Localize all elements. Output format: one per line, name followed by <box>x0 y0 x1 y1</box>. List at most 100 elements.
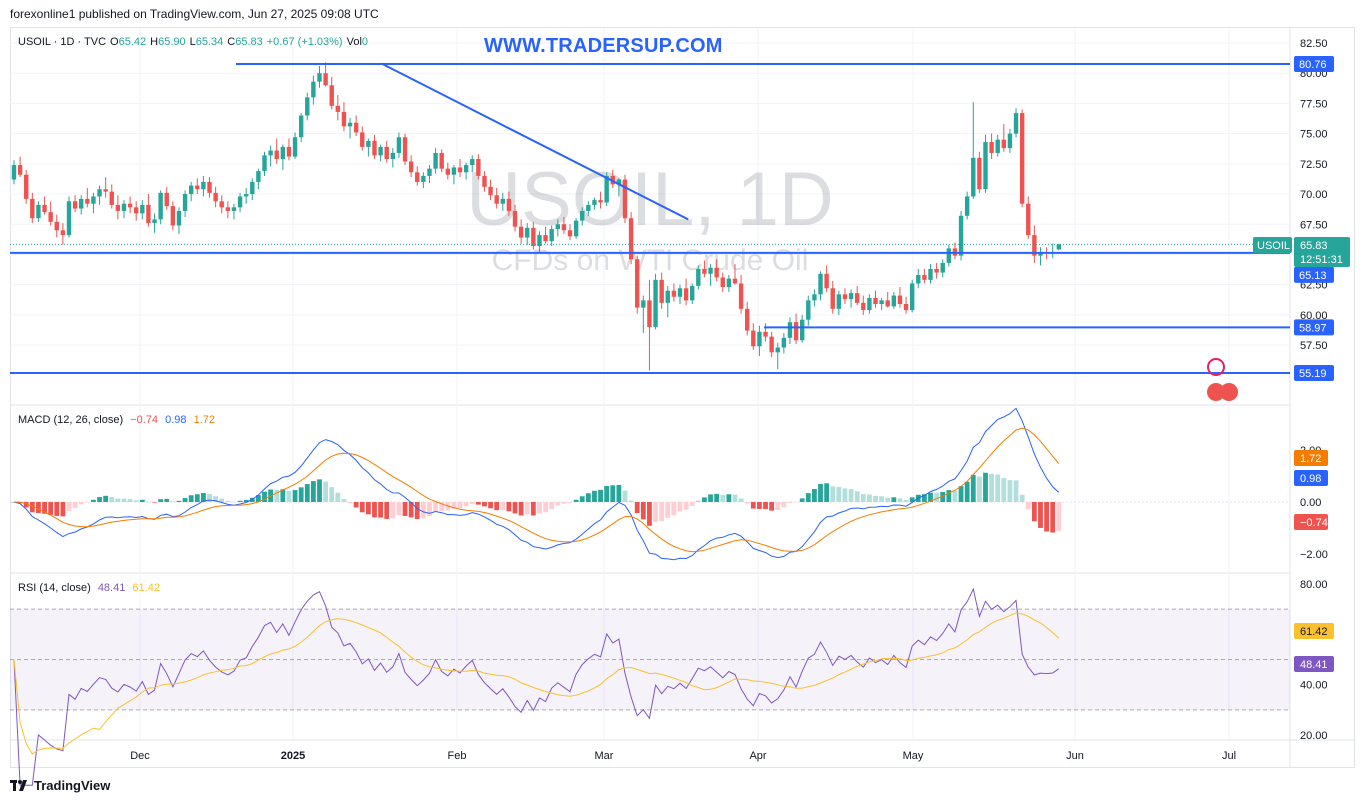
candle-body <box>243 194 249 197</box>
candle-body <box>622 179 628 219</box>
candle-body <box>36 204 41 219</box>
macd-histogram-bar <box>23 502 29 508</box>
candle-body <box>457 167 463 173</box>
countdown-tag: 12:51:31 <box>1300 254 1343 266</box>
candle-body <box>164 192 169 207</box>
macd-histogram-bar <box>188 495 194 502</box>
macd-title: MACD (12, 26, close) <box>18 414 124 426</box>
candle-body <box>848 293 854 300</box>
candle-body <box>366 140 371 147</box>
macd-histogram-bar <box>665 502 671 518</box>
candle-body <box>427 168 432 176</box>
candle-body <box>635 259 640 308</box>
candle-body <box>830 288 835 309</box>
macd-value: 0.98 <box>165 414 187 426</box>
macd-histogram-bar <box>757 502 762 509</box>
candle-body <box>396 137 402 153</box>
macd-histogram-bar <box>555 502 561 506</box>
macd-histogram-bar <box>885 497 891 502</box>
macd-histogram-bar <box>512 502 518 514</box>
candle-body <box>494 195 499 204</box>
macd-histogram-bar <box>958 486 964 502</box>
candle-body <box>360 132 365 147</box>
macd-histogram-bar <box>292 490 298 502</box>
tradingview-brand[interactable]: TradingView <box>10 778 110 793</box>
candle-body <box>24 174 29 199</box>
macd-histogram-bar <box>408 502 414 518</box>
macd-histogram-bar <box>103 495 109 502</box>
candle-body <box>219 201 224 208</box>
candle-body <box>134 207 139 214</box>
candle-body <box>72 201 78 209</box>
candle-body <box>250 181 255 195</box>
candle-body <box>488 186 493 196</box>
macd-histogram-bar <box>659 502 665 522</box>
candle-body <box>390 152 396 160</box>
macd-histogram-bar <box>830 486 836 502</box>
tradingview-logo-icon <box>10 779 28 792</box>
macd-histogram-bar <box>1050 502 1056 533</box>
candle-body <box>85 198 90 204</box>
macd-histogram-bar <box>439 502 445 511</box>
candle-body <box>195 185 200 190</box>
tradersup-link: WWW.TRADERSUP.COM <box>484 35 723 57</box>
macd-histogram-bar <box>60 502 66 517</box>
candle-body <box>79 198 84 209</box>
candle-body <box>842 294 848 300</box>
macd-histogram-bar <box>903 499 909 502</box>
event-bolt-icon <box>1207 358 1225 376</box>
candle-body <box>146 204 151 224</box>
macd-histogram-bar <box>567 502 573 503</box>
macd-histogram-bar <box>72 502 78 509</box>
candle-body <box>604 175 609 203</box>
candle-body <box>928 268 933 280</box>
rsi-tick-label: 40.00 <box>1300 680 1328 692</box>
candle-body <box>470 159 475 166</box>
candle-body <box>708 267 713 274</box>
macd-histogram-bar <box>744 502 750 504</box>
candle-body <box>280 146 286 160</box>
candle-body <box>329 85 334 106</box>
candle-body <box>897 295 903 305</box>
macd-histogram-bar <box>952 490 958 502</box>
time-axis-label: Mar <box>595 750 614 762</box>
macd-histogram-bar <box>983 472 988 502</box>
macd-histogram-bar <box>732 494 738 502</box>
macd-histogram-bar <box>683 502 689 510</box>
macd-histogram-bar <box>378 502 383 518</box>
macd-histogram-bar <box>842 488 848 502</box>
candle-body <box>30 198 35 219</box>
macd-tag-hist-bg <box>1294 514 1328 530</box>
macd-histogram-bar <box>708 494 713 502</box>
macd-tick-label: −2.00 <box>1300 549 1328 561</box>
macd-histogram-bar <box>500 502 506 511</box>
macd-histogram-bar <box>506 502 512 512</box>
candle-body <box>671 290 677 297</box>
candle-body <box>11 165 17 180</box>
price-tag-80: 80.76 <box>1299 59 1327 71</box>
candle-body <box>54 221 59 231</box>
candle-body <box>745 308 750 331</box>
macd-histogram-bar <box>390 502 396 519</box>
price-tag-80-bg <box>1294 56 1334 73</box>
candle-body <box>121 203 127 211</box>
horizontal-levels <box>10 63 1290 374</box>
macd-histogram-bar <box>310 481 316 502</box>
macd-histogram-bar <box>121 498 127 502</box>
watermark-description: CFDs on WTI Crude Oil <box>492 244 809 277</box>
macd-histogram-bar <box>488 502 493 509</box>
candle-body <box>500 198 505 204</box>
time-axis-label: Apr <box>749 750 766 762</box>
macd-tick-label: 0.00 <box>1300 497 1321 509</box>
time-axis-label: Jun <box>1066 750 1084 762</box>
candle-body <box>353 122 359 133</box>
candle-body <box>170 206 176 226</box>
macd-tag-signal: 1.72 <box>1300 453 1321 465</box>
candle-body <box>580 210 585 221</box>
macd-histogram-bar <box>48 502 54 515</box>
macd-histogram-bar <box>873 495 878 502</box>
candle-body <box>940 262 945 273</box>
macd-histogram-bar <box>989 473 994 502</box>
macd-histogram-bar <box>420 502 426 519</box>
